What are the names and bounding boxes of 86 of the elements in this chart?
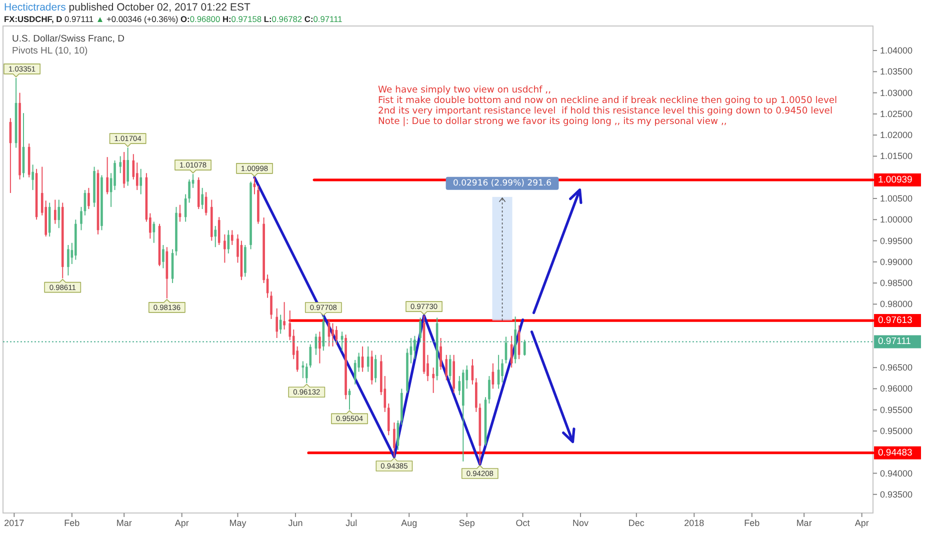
y-tick-label: 0.95500 [880,404,913,415]
chart-title: Hectictraders published October 02, 2017 01:22 EST [4,2,251,14]
y-tick-label: 0.98000 [880,299,913,310]
x-tick-label: Dec [628,518,645,528]
candlestick [67,244,70,276]
candlestick [488,376,490,404]
x-tick-label: 2018 [684,518,704,528]
y-tick-label: 1.02000 [880,130,913,140]
x-tick-label: Jul [346,518,358,528]
x-tick-label: Aug [401,518,418,528]
candlestick [230,230,234,246]
annotation: We have simply two view on usdchf ,, [378,84,552,96]
x-tick-label: Apr [174,518,189,528]
candlestick [270,290,272,320]
candlestick [366,346,370,372]
x-tick-label: Apr [854,518,869,528]
x-tick-label: Oct [516,518,530,528]
candlestick [354,359,356,385]
candlestick [32,164,34,191]
candlestick [370,350,374,385]
annotation: Pivots HL (10, 10) [12,46,88,56]
candlestick [309,344,312,368]
x-tick-label: Mar [796,518,812,528]
y-tick-label: 0.99000 [880,256,913,267]
candlestick [140,168,142,195]
y-tick-label: 0.95000 [880,426,913,436]
x-tick-label: Jun [288,518,303,528]
y-tick-label: 1.04000 [880,46,913,56]
candlestick [445,354,448,381]
x-tick-label: Feb [744,518,760,528]
candlestick [114,160,116,191]
candlestick [283,302,286,330]
y-tick-label: 1.03500 [880,66,913,77]
y-tick-label: 0.99500 [880,236,913,246]
candlestick [88,187,90,210]
y-tick-label: 0.96500 [880,362,913,373]
x-tick-label: Feb [64,518,80,528]
annotation: U.S. Dollar/Swiss Franc, D [12,34,125,44]
candlestick [253,176,256,195]
candlestick [188,178,190,204]
x-tick-label: May [229,518,247,528]
y-tick-label: 0.98500 [880,278,913,288]
candlestick [136,162,138,191]
candlestick [58,199,60,229]
y-tick-label: 1.02500 [880,108,913,119]
candlestick [162,244,164,269]
annotation: 0.02916 (2.99%) 291.6 [453,178,552,188]
candlestick [276,308,278,338]
candlestick [432,367,434,394]
candlestick [332,322,334,347]
y-tick-label: 0.96000 [880,384,913,394]
candlestick [152,221,156,244]
x-tick-label: Mar [116,518,132,528]
candlestick [126,147,129,186]
y-tick-label: 1.01500 [880,151,913,162]
data-label: 1.00939 [878,174,912,186]
y-tick-label: 0.94000 [880,468,913,478]
x-tick-label: Nov [572,518,590,528]
candlestick [448,354,452,381]
ref-line-label: 0.97111 [878,336,911,348]
x-tick-label: 2017 [4,518,24,528]
x-tick-label: Sep [458,518,475,528]
candlestick [80,206,82,231]
y-tick-label: 1.03000 [880,88,913,98]
candlestick [306,362,308,384]
data-label: 0.97613 [878,315,912,326]
candlestick [318,331,321,364]
candlestick [119,156,122,174]
candlestick [106,156,108,195]
candlestick [440,337,442,370]
y-tick-label: 1.00500 [880,193,913,204]
candlestick [54,199,56,224]
data-label: 0.94483 [878,447,912,458]
y-tick-label: 0.93500 [880,489,913,500]
candlestick [201,187,204,210]
annotation: Fist it make double bottom and now on neckline and if break neckline then going to up 1.0050 level [378,95,838,106]
candlestick [393,422,396,458]
annotation: 2nd its very important resistance level if hold this resistance level this going down to 0.9450 level [378,106,833,116]
candlestick [214,225,217,248]
candlestick [218,216,220,246]
candlestick [387,403,390,436]
candlestick [224,234,226,264]
candlestick [501,358,504,383]
y-tick-label: 1.00000 [880,214,913,225]
text: FX:USDCHF, D 0.97111 ▲ +0.00346 (+0.36%) O:0.96800 H:0.97158 L:0.96782 C:0.97111 [4,14,342,24]
annotation: Note |: Due to dollar strong we favor its going long ,, its my personal view ,, [378,116,727,127]
